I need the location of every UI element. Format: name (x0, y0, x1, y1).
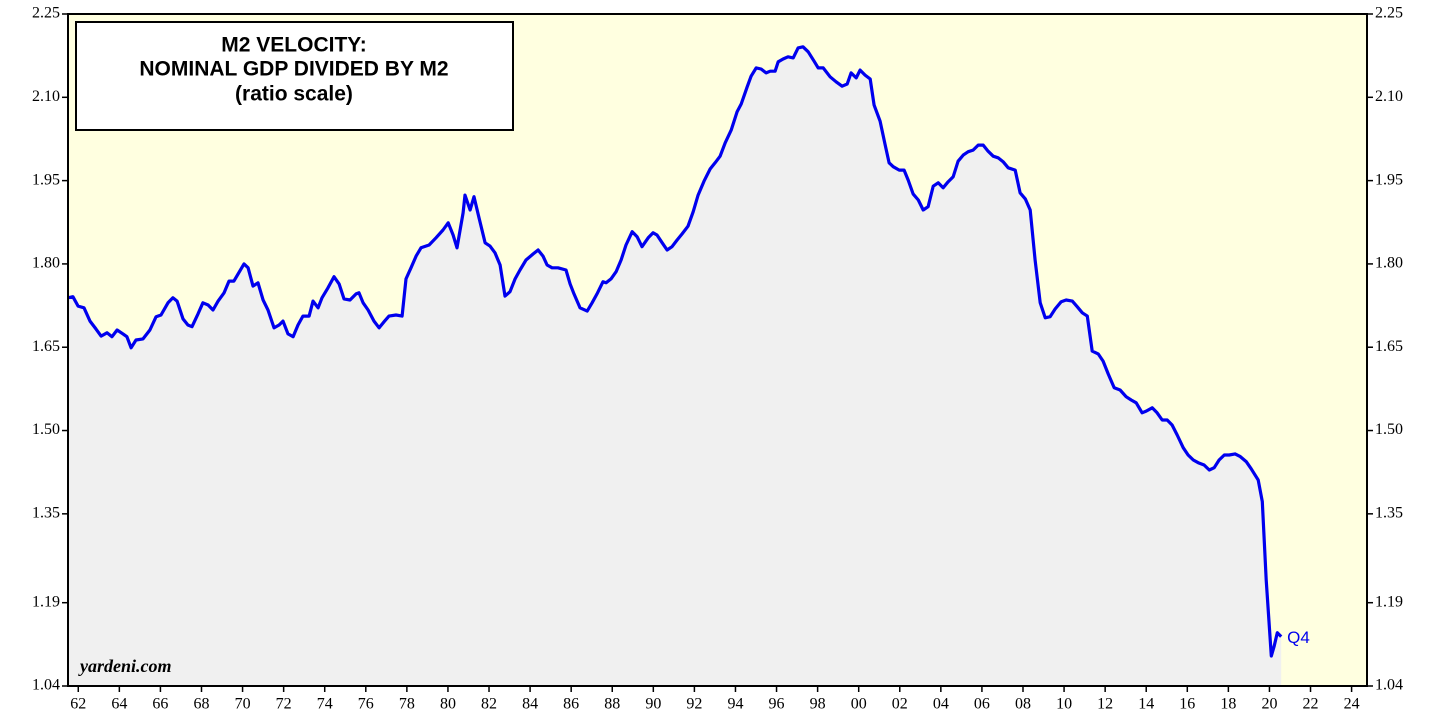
x-tick-label: 74 (317, 696, 333, 713)
y2-tick-label: 2.10 (1375, 88, 1403, 105)
x-tick-label: 68 (193, 696, 209, 713)
source: yardeni.com (78, 656, 172, 676)
x-tick-label: 82 (481, 696, 497, 713)
x-tick-label: 06 (974, 696, 990, 713)
area (68, 46, 1282, 687)
chart-subtitle: (ratio scale) (235, 83, 353, 106)
x-tick-label: 08 (1015, 696, 1031, 713)
x-tick-label: 24 (1344, 696, 1360, 713)
y2-tick-label: 1.65 (1375, 338, 1403, 355)
x-tick-label: 90 (645, 696, 661, 713)
y-tick-label: 1.80 (32, 255, 60, 272)
y2-tick-label: 1.35 (1375, 505, 1403, 522)
x-tick-label: 86 (563, 696, 579, 713)
x-tick-label: 64 (111, 696, 127, 713)
y2-tick-label: 1.19 (1375, 593, 1403, 610)
y2-tick-label: 1.04 (1375, 677, 1403, 694)
title-box (75, 21, 514, 131)
y-tick-label: 1.35 (32, 505, 60, 522)
x-tick-label: 00 (851, 696, 867, 713)
x-tick-label: 92 (686, 696, 702, 713)
x-tick-label: 88 (604, 696, 620, 713)
x-tick-label: 10 (1056, 696, 1072, 713)
x-tick-label: 70 (235, 696, 251, 713)
y-tick-label: 1.50 (32, 421, 60, 438)
y-tick-label: 1.95 (32, 171, 60, 188)
x-tick-label: 04 (933, 696, 949, 713)
x-tick-label: 14 (1138, 696, 1154, 713)
x-tick-label: 78 (399, 696, 415, 713)
x-tick-label: 84 (522, 696, 538, 713)
x-tick-label: 20 (1261, 696, 1277, 713)
y2-tick-label: 1.80 (1375, 255, 1403, 272)
y2-tick-label: 2.25 (1375, 5, 1403, 22)
x-tick-label: 62 (70, 696, 86, 713)
x-tick-label: 98 (810, 696, 826, 713)
marks (67, 45, 1283, 687)
x-tick-label: 80 (440, 696, 456, 713)
y-tick-label: 1.04 (32, 677, 60, 694)
x-tick-label: 12 (1097, 696, 1113, 713)
y-tick-label: 1.19 (32, 593, 60, 610)
x-tick-label: 96 (769, 696, 785, 713)
x-tick-label: 02 (892, 696, 908, 713)
x-tick-label: 16 (1179, 696, 1195, 713)
x-tick-label: 18 (1220, 696, 1236, 713)
x-tick-label: 76 (358, 696, 374, 713)
plot-frame (67, 13, 1368, 687)
x-tick-label: 94 (727, 696, 743, 713)
x-tick-label: 72 (276, 696, 292, 713)
chart-title: M2 VELOCITY: (221, 34, 366, 57)
y2-tick-label: 1.50 (1375, 421, 1403, 438)
line (67, 45, 1283, 658)
y-tick-label: 2.10 (32, 88, 60, 105)
y-tick-label: 1.65 (32, 338, 60, 355)
x-tick-label: 22 (1303, 696, 1319, 713)
annotation: Q4 (1287, 628, 1310, 647)
chart-title: NOMINAL GDP DIVIDED BY M2 (139, 58, 448, 81)
y-tick-label: 2.25 (32, 5, 60, 22)
y2-tick-label: 1.95 (1375, 171, 1403, 188)
x-tick-label: 66 (152, 696, 168, 713)
